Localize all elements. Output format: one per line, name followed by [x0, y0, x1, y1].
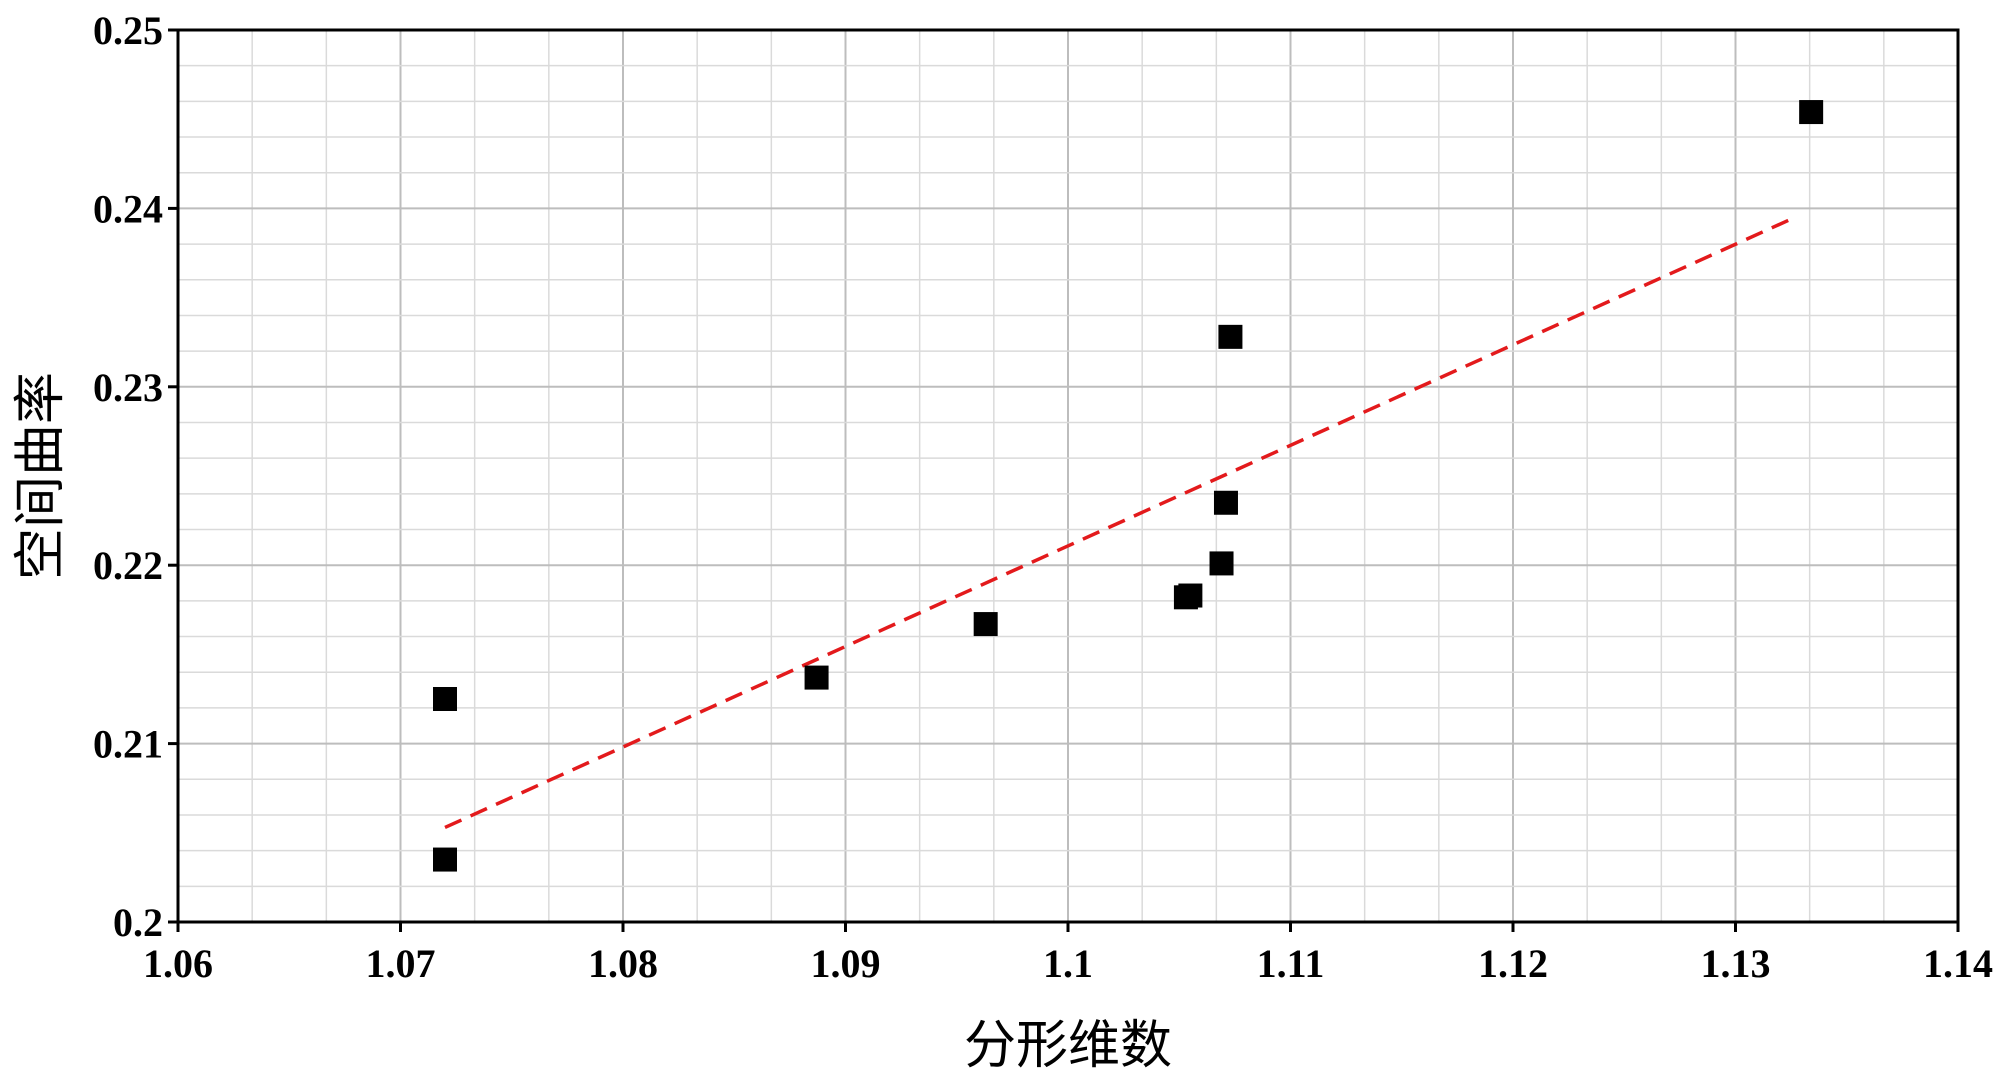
data-point — [1799, 100, 1824, 125]
y-tick-label: 0.24 — [93, 186, 163, 231]
y-tick-label: 0.23 — [93, 365, 163, 410]
x-tick-label: 1.1 — [1043, 941, 1093, 986]
x-tick-label: 1.11 — [1257, 941, 1325, 986]
y-tick-label: 0.25 — [93, 8, 163, 53]
x-axis-title: 分形维数 — [964, 1016, 1172, 1076]
x-tick-label: 1.06 — [143, 941, 213, 986]
data-point — [804, 665, 829, 690]
grid — [177, 29, 1959, 923]
y-axis-title: 空间曲率 — [11, 372, 71, 580]
data-points — [433, 100, 1824, 872]
x-tick-label: 1.08 — [588, 941, 658, 986]
data-point — [433, 847, 457, 872]
data-point — [1213, 490, 1238, 515]
x-tick-label: 1.13 — [1701, 941, 1771, 986]
axis-ticks — [168, 28, 1960, 932]
trendline — [444, 217, 1792, 830]
y-tick-label: 0.2 — [113, 900, 163, 945]
x-tick-label: 1.07 — [366, 941, 436, 986]
data-point — [1178, 583, 1203, 608]
y-tick-label: 0.21 — [93, 722, 163, 767]
y-tick-label: 0.22 — [93, 543, 163, 588]
x-tick-label: 1.14 — [1923, 941, 1993, 986]
trendline-group — [444, 217, 1792, 830]
x-tick-label: 1.12 — [1478, 941, 1548, 986]
data-point — [1218, 324, 1243, 349]
data-point — [973, 612, 998, 637]
data-point — [1209, 551, 1234, 576]
data-point — [433, 687, 457, 711]
tick-labels: 1.06 1.07 1.08 1.09 1.1 1.11 1.12 1.13 1.14 0.2 0.… — [93, 8, 1993, 986]
x-tick-label: 1.09 — [811, 941, 881, 986]
